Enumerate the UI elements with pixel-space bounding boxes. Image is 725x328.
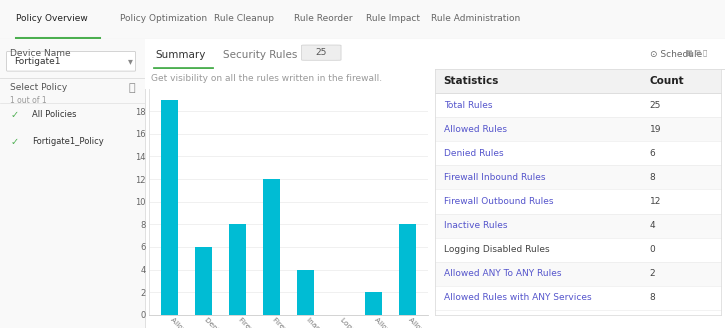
Text: 0: 0	[650, 245, 655, 254]
Text: Logging Disabled Rules: Logging Disabled Rules	[444, 245, 550, 254]
Text: Fortigate1: Fortigate1	[14, 57, 61, 66]
Text: Select Policy: Select Policy	[10, 83, 67, 92]
Text: Allowed Rules with ANY Services: Allowed Rules with ANY Services	[444, 294, 591, 302]
Text: Rule Cleanup: Rule Cleanup	[214, 14, 274, 23]
Text: Fortigate1_Policy: Fortigate1_Policy	[32, 137, 104, 147]
Text: Firewall Inbound Rules: Firewall Inbound Rules	[444, 173, 545, 182]
Text: Security Rules: Security Rules	[223, 50, 298, 60]
Bar	[435, 214, 721, 238]
Bar	[435, 93, 721, 117]
Text: Policy Optimization: Policy Optimization	[120, 14, 207, 23]
Text: Count: Count	[650, 76, 684, 86]
Text: 25: 25	[650, 101, 661, 110]
Bar	[262, 179, 280, 315]
Text: Allowed ANY To ANY Rules: Allowed ANY To ANY Rules	[444, 269, 561, 278]
Text: ✓: ✓	[10, 137, 18, 148]
Text: Allowed Rules: Allowed Rules	[444, 125, 507, 134]
Bar	[228, 224, 246, 315]
Text: 1 out of 1: 1 out of 1	[10, 96, 47, 105]
Bar	[435, 69, 721, 93]
Text: Statistics: Statistics	[444, 76, 499, 86]
Text: ✓: ✓	[10, 110, 18, 120]
Text: Denied Rules: Denied Rules	[444, 149, 503, 158]
Text: Policy Overview: Policy Overview	[16, 14, 88, 23]
Text: Summary: Summary	[155, 50, 206, 60]
Text: Inactive Rules: Inactive Rules	[444, 221, 507, 230]
Text: Rule Impact: Rule Impact	[366, 14, 420, 23]
Text: ⊙ Schedule: ⊙ Schedule	[650, 50, 702, 59]
Text: Total Rules: Total Rules	[444, 101, 492, 110]
FancyBboxPatch shape	[7, 51, 136, 71]
Text: Rule Reorder: Rule Reorder	[294, 14, 352, 23]
Bar	[435, 262, 721, 286]
Bar	[435, 117, 721, 141]
Text: Device Name: Device Name	[10, 50, 71, 58]
Bar	[435, 238, 721, 262]
Text: ▦ ✉ ⬜: ▦ ✉ ⬜	[687, 50, 708, 56]
Text: ⌕: ⌕	[128, 83, 135, 92]
Bar	[365, 292, 382, 315]
Text: ▾: ▾	[128, 56, 133, 66]
Bar	[194, 247, 212, 315]
Text: 8: 8	[650, 173, 655, 182]
Text: 12: 12	[650, 197, 661, 206]
Text: 2: 2	[650, 269, 655, 278]
Text: All Policies: All Policies	[32, 110, 76, 119]
Text: Rule Administration: Rule Administration	[431, 14, 521, 23]
Text: 8: 8	[650, 294, 655, 302]
Bar	[399, 224, 416, 315]
Text: Firewall Outbound Rules: Firewall Outbound Rules	[444, 197, 553, 206]
Bar	[297, 270, 314, 315]
Text: 4: 4	[650, 221, 655, 230]
Bar	[160, 100, 178, 315]
FancyBboxPatch shape	[302, 45, 341, 60]
Bar	[435, 141, 721, 165]
Bar	[435, 190, 721, 214]
Text: 6: 6	[650, 149, 655, 158]
Bar	[435, 165, 721, 190]
Text: Get visibility on all the rules written in the firewall.: Get visibility on all the rules written …	[151, 74, 382, 83]
Bar	[435, 286, 721, 310]
Text: 19: 19	[650, 125, 661, 134]
Text: 25: 25	[315, 48, 327, 56]
